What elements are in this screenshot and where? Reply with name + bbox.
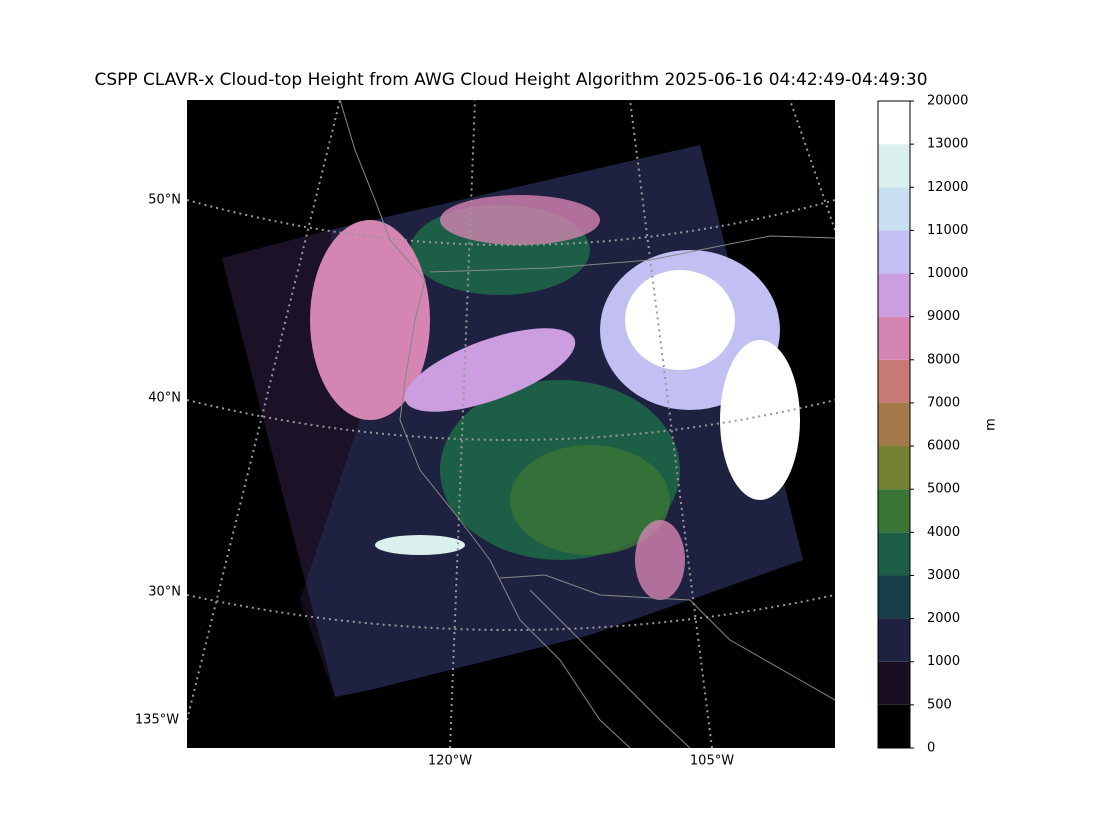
- colorbar-tick-label: 4000: [927, 525, 960, 540]
- lon-label: 120°W: [428, 754, 472, 769]
- cloud: [635, 520, 685, 600]
- cloud: [510, 445, 670, 555]
- lon-label: 135°W: [135, 713, 179, 728]
- colorbar-tick-label: 5000: [927, 482, 960, 497]
- title: CSPP CLAVR-x Cloud-top Height from AWG C…: [94, 70, 927, 90]
- lat-label: 40°N: [148, 391, 181, 406]
- colorbar-tick-label: 11000: [927, 223, 968, 238]
- colorbar-band: [878, 230, 910, 274]
- colorbar-band: [878, 273, 910, 317]
- colorbar-band: [878, 618, 910, 662]
- colorbar-tick-label: 500: [927, 697, 952, 712]
- colorbar-band: [878, 402, 910, 447]
- colorbar-band: [878, 704, 910, 748]
- map: [187, 100, 835, 748]
- coastline: [339, 100, 835, 748]
- colorbar-tick-label: 20000: [927, 94, 968, 109]
- colorbar-frame: [877, 100, 911, 749]
- colorbar-band: [878, 661, 910, 705]
- colorbar-band: [878, 359, 910, 403]
- cloud: [720, 340, 800, 500]
- cloud: [310, 220, 430, 420]
- colorbar-band: [878, 316, 910, 360]
- cloud: [375, 535, 465, 555]
- graticule: [187, 100, 835, 748]
- colorbar-tick-label: 7000: [927, 395, 960, 410]
- colorbar-band: [878, 144, 910, 188]
- cloud: [625, 270, 735, 370]
- cloud: [440, 195, 600, 245]
- colorbar-tick-label: 9000: [927, 309, 960, 324]
- colorbar-band: [878, 532, 910, 576]
- colorbar-tick-label: 6000: [927, 439, 960, 454]
- colorbar-label: m: [984, 418, 999, 431]
- colorbar-band: [878, 101, 910, 145]
- colorbar-tick-label: 13000: [927, 137, 968, 152]
- lat-label: 50°N: [148, 193, 181, 208]
- colorbar-tick-label: 1000: [927, 654, 960, 669]
- colorbar-band: [878, 575, 910, 619]
- cloud: [404, 328, 576, 412]
- colorbar-tick-label: 0: [927, 741, 935, 756]
- colorbar-tick-label: 3000: [927, 568, 960, 583]
- lon-label: 105°W: [690, 754, 734, 769]
- colorbar-tick-label: 8000: [927, 352, 960, 367]
- colorbar-tick-label: 2000: [927, 611, 960, 626]
- colorbar-band: [878, 446, 910, 490]
- colorbar-tick-label: 12000: [927, 180, 968, 195]
- colorbar-tick-label: 10000: [927, 266, 968, 281]
- colorbar-band: [878, 187, 910, 231]
- lat-label: 30°N: [148, 585, 181, 600]
- colorbar-band: [878, 489, 910, 533]
